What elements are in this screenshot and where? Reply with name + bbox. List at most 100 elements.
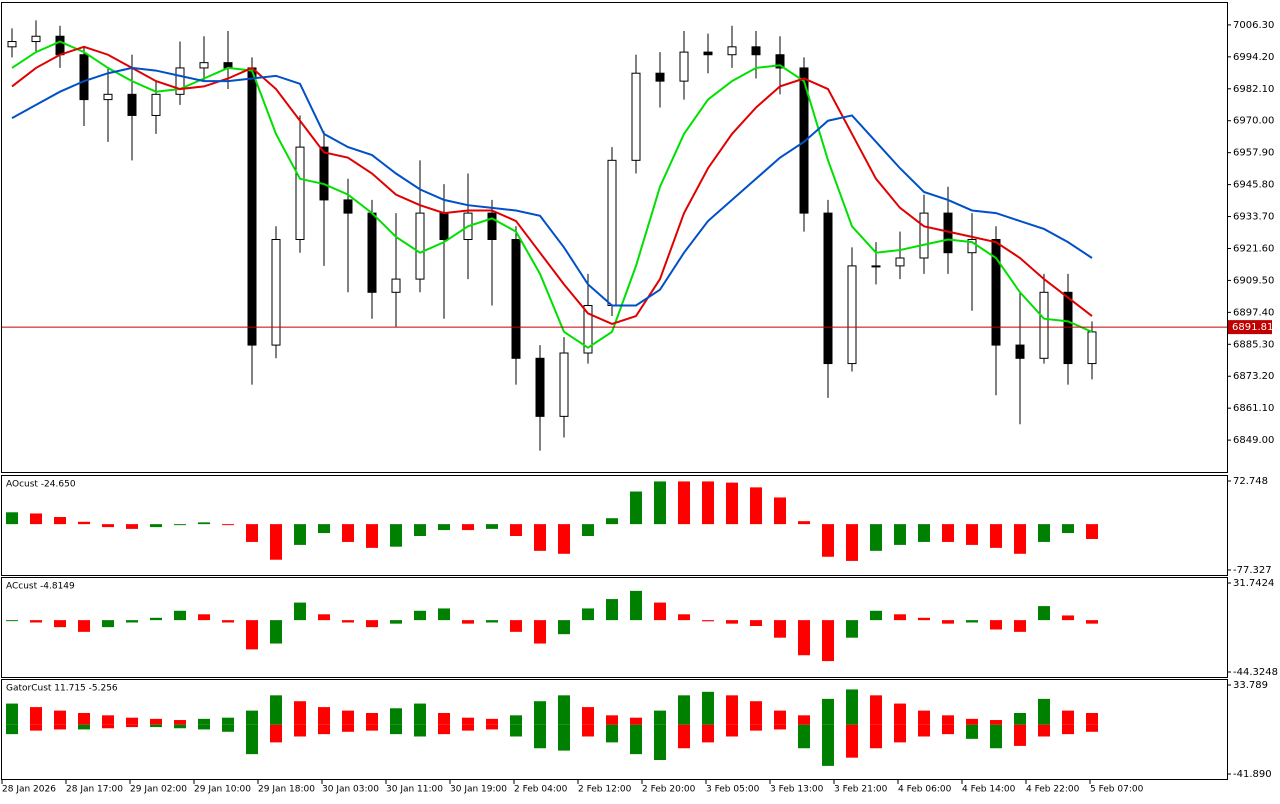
y-tick-label: 72.748 [1233, 476, 1268, 487]
candle-body [415, 212, 425, 280]
candle-body [7, 41, 17, 48]
gator-bar [222, 724, 234, 732]
moving-average [11, 40, 1093, 349]
gator-bar [894, 724, 906, 743]
gator-bar [486, 718, 498, 725]
candle-body [751, 46, 761, 56]
x-tick-label: 3 Feb 05:00 [706, 785, 760, 795]
candle-body [79, 54, 89, 101]
x-tick-label: 2 Feb 20:00 [642, 785, 696, 795]
gator-bar [654, 710, 666, 725]
gator-bar [342, 710, 354, 725]
candle-body [535, 357, 545, 417]
gator-bar [54, 724, 66, 730]
histogram-bar [918, 524, 930, 542]
gator-bar [606, 724, 618, 743]
gator-bar [102, 724, 114, 729]
histogram-bar [390, 524, 402, 547]
gator-bar [894, 703, 906, 725]
gator-bar [510, 715, 522, 725]
histogram-bar [1014, 620, 1026, 632]
candle-body [343, 199, 353, 214]
gator-bar [582, 707, 594, 725]
gator-bar [1038, 698, 1050, 725]
gator-bar [798, 724, 810, 749]
candle-body [895, 257, 905, 267]
gator-bar [990, 724, 1002, 749]
histogram-bar [30, 513, 42, 525]
histogram-bar [102, 620, 114, 628]
candle-body [199, 62, 209, 69]
gator-bar [726, 695, 738, 725]
ao-frame [1, 475, 1228, 576]
gator-bar [846, 724, 858, 758]
gator-bar [54, 710, 66, 725]
gator-bar [1014, 724, 1026, 746]
candle-body [103, 93, 113, 101]
gator-bar [750, 724, 762, 731]
histogram-bar [774, 497, 786, 525]
gator-bar [1038, 724, 1050, 737]
gator-bar [246, 710, 258, 725]
gator-bar [678, 724, 690, 749]
histogram-bar [1086, 620, 1098, 624]
gator-bar [486, 724, 498, 730]
histogram-bar [54, 620, 66, 628]
gator-bar [294, 701, 306, 725]
histogram-bar [558, 524, 570, 554]
candle-body [31, 35, 41, 43]
histogram-bar [678, 481, 690, 525]
candle-body [679, 51, 689, 82]
candle-body [511, 239, 521, 359]
y-tick-label: 6933.70 [1233, 212, 1274, 223]
y-tick-label: -77.327 [1233, 565, 1272, 576]
histogram-bar [726, 620, 738, 624]
x-tick-label: 2 Feb 12:00 [578, 785, 632, 795]
y-tick-label: 6897.40 [1233, 307, 1274, 318]
histogram-bar [630, 590, 642, 621]
histogram-bar [222, 620, 234, 623]
histogram-bar [1014, 524, 1026, 554]
histogram-bar [414, 610, 426, 621]
x-tick-label: 3 Feb 21:00 [834, 785, 888, 795]
gator-bar [942, 715, 954, 725]
y-tick-label: 6909.50 [1233, 275, 1274, 286]
histogram-bar [126, 620, 138, 623]
y-tick-label: 6921.60 [1233, 243, 1274, 254]
y-tick-label: 31.7424 [1233, 578, 1274, 589]
histogram-bar [246, 524, 258, 542]
histogram-bar [702, 481, 714, 525]
histogram-bar [1086, 524, 1098, 539]
candle-body [559, 352, 569, 417]
candle-body [391, 278, 401, 293]
gator-bar [582, 724, 594, 737]
candle-body [655, 72, 665, 82]
histogram-bar [678, 614, 690, 621]
y-tick-label: 6945.80 [1233, 180, 1274, 191]
histogram-bar [654, 602, 666, 621]
indicator-title: ACcust -4.8149 [6, 582, 75, 592]
main-frame [1, 2, 1228, 473]
histogram-bar [726, 482, 738, 525]
histogram-bar [6, 620, 18, 622]
histogram-bar [198, 522, 210, 525]
gator-bar [798, 715, 810, 725]
gator-bar [30, 707, 42, 725]
candle-body [607, 159, 617, 306]
gator-bar [822, 698, 834, 725]
gator-bar [630, 717, 642, 725]
candle-body [1015, 344, 1025, 359]
candle-body [319, 146, 329, 201]
x-tick-label: 3 Feb 13:00 [770, 785, 824, 795]
histogram-bar [174, 524, 186, 526]
histogram-bar [630, 491, 642, 525]
histogram-bar [102, 524, 114, 528]
gator-bar [822, 724, 834, 766]
histogram-bar [1038, 524, 1050, 542]
candle-body [631, 72, 641, 161]
gator-bar [294, 724, 306, 737]
histogram-bar [150, 617, 162, 621]
gator-bar [870, 724, 882, 749]
histogram-bar [54, 517, 66, 525]
